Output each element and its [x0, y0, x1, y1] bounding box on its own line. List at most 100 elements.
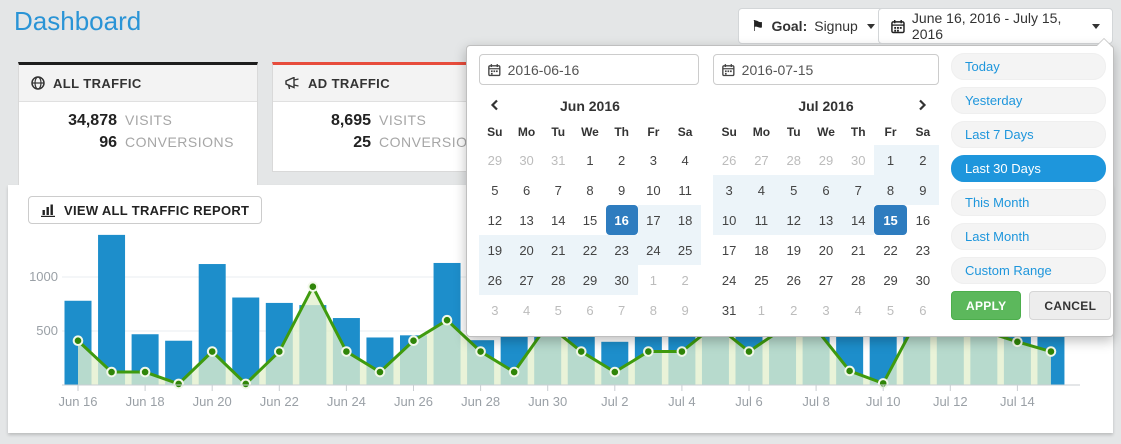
- calendar-day[interactable]: 30: [605, 265, 638, 295]
- calendar-day[interactable]: 9: [906, 175, 939, 205]
- calendar-day[interactable]: 3: [491, 302, 499, 318]
- calendar-day[interactable]: 29: [574, 265, 606, 295]
- date-range-button[interactable]: June 16, 2016 - July 15, 2016: [878, 8, 1113, 44]
- calendar-day[interactable]: 1: [874, 145, 907, 175]
- calendar-day[interactable]: 7: [618, 302, 626, 318]
- cancel-button[interactable]: CANCEL: [1029, 291, 1112, 320]
- calendar-day[interactable]: 23: [915, 242, 931, 258]
- calendar-day[interactable]: 4: [522, 302, 531, 318]
- calendar-day[interactable]: 26: [721, 152, 737, 168]
- calendar-day[interactable]: 22: [574, 235, 606, 265]
- calendar-day[interactable]: 1: [586, 152, 594, 168]
- range-option-yesterday[interactable]: Yesterday: [951, 87, 1106, 114]
- calendar-day[interactable]: 20: [510, 235, 543, 265]
- calendar-day[interactable]: 15: [874, 205, 907, 235]
- start-date-input[interactable]: [507, 61, 690, 78]
- calendar-day[interactable]: 7: [554, 182, 562, 198]
- apply-button[interactable]: APPLY: [951, 291, 1022, 320]
- range-option-this-month[interactable]: This Month: [951, 189, 1106, 216]
- calendar-day[interactable]: 4: [745, 175, 778, 205]
- calendar-day[interactable]: 6: [586, 302, 594, 318]
- calendar-day[interactable]: 24: [721, 272, 737, 288]
- calendar-day[interactable]: 27: [818, 272, 834, 288]
- calendar-day[interactable]: 19: [479, 235, 511, 265]
- calendar-day[interactable]: 7: [842, 175, 875, 205]
- calendar-day[interactable]: 1: [649, 272, 657, 288]
- calendar-day[interactable]: 23: [605, 235, 638, 265]
- calendar-day[interactable]: 3: [822, 302, 830, 318]
- calendar-day[interactable]: 29: [487, 152, 503, 168]
- calendar-day[interactable]: 2: [906, 145, 939, 175]
- calendar-day[interactable]: 9: [618, 182, 626, 198]
- calendar-day[interactable]: 2: [790, 302, 798, 318]
- range-option-today[interactable]: Today: [951, 53, 1106, 80]
- calendar-day[interactable]: 21: [542, 235, 575, 265]
- calendar-day[interactable]: 2: [681, 272, 689, 288]
- calendar-day[interactable]: 3: [649, 152, 657, 168]
- calendar-day[interactable]: 17: [637, 205, 670, 235]
- calendar-day[interactable]: 30: [851, 152, 866, 168]
- calendar-day[interactable]: 8: [649, 302, 657, 318]
- calendar-day[interactable]: 24: [637, 235, 670, 265]
- goal-dropdown-button[interactable]: ⚑ Goal: Signup: [738, 8, 888, 44]
- prev-month-icon[interactable]: [479, 93, 511, 119]
- calendar-day[interactable]: 20: [818, 242, 834, 258]
- calendar-day[interactable]: 17: [721, 242, 737, 258]
- end-date-input[interactable]: [741, 61, 930, 78]
- range-option-last-month[interactable]: Last Month: [951, 223, 1106, 250]
- calendar-day[interactable]: 31: [551, 152, 566, 168]
- calendar-day[interactable]: 14: [551, 212, 566, 228]
- calendar-day[interactable]: 22: [883, 242, 898, 258]
- calendar-day[interactable]: 28: [786, 152, 801, 168]
- calendar-day[interactable]: 2: [618, 152, 626, 168]
- calendar-day[interactable]: 8: [586, 182, 594, 198]
- calendar-day[interactable]: 18: [669, 205, 701, 235]
- range-option-custom-range[interactable]: Custom Range: [951, 257, 1106, 284]
- calendar-day[interactable]: 16: [915, 212, 931, 228]
- calendar-day[interactable]: 11: [745, 205, 778, 235]
- calendar-day[interactable]: 11: [678, 182, 692, 198]
- view-all-traffic-report-button[interactable]: VIEW ALL TRAFFIC REPORT: [28, 196, 263, 224]
- calendar-day[interactable]: 9: [681, 302, 689, 318]
- range-option-last-7-days[interactable]: Last 7 Days: [951, 121, 1106, 148]
- calendar-day[interactable]: 8: [874, 175, 907, 205]
- calendar-day[interactable]: 13: [809, 205, 843, 235]
- calendar-day[interactable]: 26: [786, 272, 801, 288]
- calendar-day[interactable]: 10: [646, 182, 661, 198]
- calendar-day[interactable]: 28: [542, 265, 575, 295]
- calendar-day[interactable]: 25: [669, 235, 701, 265]
- calendar-day[interactable]: 6: [809, 175, 843, 205]
- calendar-day[interactable]: 6: [919, 302, 927, 318]
- calendar-day[interactable]: 16: [605, 205, 638, 235]
- calendar-day[interactable]: 12: [487, 212, 503, 228]
- calendar-day[interactable]: 27: [754, 152, 769, 168]
- calendar-day[interactable]: 4: [854, 302, 862, 318]
- calendar-day[interactable]: 29: [883, 272, 898, 288]
- calendar-day[interactable]: 30: [915, 272, 931, 288]
- calendar-day[interactable]: 5: [554, 302, 562, 318]
- all-traffic-card[interactable]: ALL TRAFFIC 34,878 VISITS 96 CONVERSIONS: [18, 62, 258, 185]
- calendar-day[interactable]: 14: [842, 205, 875, 235]
- range-option-last-30-days[interactable]: Last 30 Days: [951, 155, 1106, 182]
- calendar-day[interactable]: 29: [818, 152, 834, 168]
- calendar-day[interactable]: 5: [777, 175, 810, 205]
- next-month-icon[interactable]: [907, 93, 939, 119]
- calendar-day[interactable]: 26: [479, 265, 511, 295]
- calendar-day[interactable]: 5: [491, 182, 499, 198]
- calendar-day[interactable]: 25: [754, 272, 769, 288]
- calendar-day[interactable]: 5: [886, 302, 895, 318]
- calendar-day[interactable]: 21: [851, 242, 866, 258]
- calendar-day[interactable]: 6: [522, 182, 531, 198]
- calendar-day[interactable]: 13: [519, 212, 534, 228]
- calendar-day[interactable]: 28: [851, 272, 866, 288]
- calendar-day[interactable]: 1: [757, 302, 766, 318]
- calendar-day[interactable]: 19: [786, 242, 801, 258]
- calendar-day[interactable]: 12: [777, 205, 810, 235]
- end-date-field[interactable]: [713, 54, 939, 85]
- calendar-day[interactable]: 31: [721, 302, 737, 318]
- calendar-day[interactable]: 18: [754, 242, 769, 258]
- calendar-day[interactable]: 30: [519, 152, 534, 168]
- calendar-day[interactable]: 10: [713, 205, 746, 235]
- calendar-day[interactable]: 3: [713, 175, 746, 205]
- start-date-field[interactable]: [479, 54, 699, 85]
